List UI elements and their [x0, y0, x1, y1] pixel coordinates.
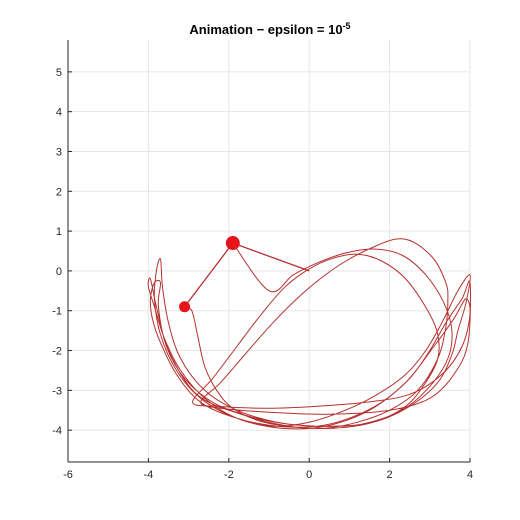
trajectory-trace	[147, 238, 472, 430]
pendulum	[179, 236, 310, 313]
y-tick-label: -1	[52, 306, 62, 318]
x-tick-label: -6	[63, 469, 73, 481]
trace-path	[147, 238, 472, 430]
chart-title-superscript: -5	[343, 21, 351, 31]
x-tick-labels: -6 -4 -2 0 2 4	[63, 469, 473, 481]
grid-lines	[68, 40, 471, 462]
tick-marks	[67, 71, 471, 462]
y-tick-label: 4	[56, 107, 62, 119]
y-tick-label: -2	[52, 346, 62, 358]
y-tick-label: -3	[52, 385, 62, 397]
y-tick-label: 5	[56, 67, 62, 79]
y-tick-label: 1	[56, 226, 62, 238]
x-tick-label: -4	[144, 469, 154, 481]
chart-title: Animation − epsilon = 10-5	[189, 21, 350, 37]
rod-1	[232, 242, 310, 272]
axes-frame	[67, 40, 470, 463]
x-tick-label: 2	[387, 469, 393, 481]
x-tick-label: 4	[467, 469, 473, 481]
mass-2	[179, 301, 191, 313]
y-tick-labels: -4 -3 -2 -1 0 1 2 3 4 5	[52, 67, 62, 437]
mass-1	[225, 236, 240, 251]
x-tick-label: -2	[224, 469, 234, 481]
y-tick-label: 3	[56, 146, 62, 158]
chart-title-main: Animation − epsilon = 10	[189, 22, 342, 37]
x-tick-label: 0	[306, 469, 312, 481]
y-tick-label: 2	[56, 186, 62, 198]
y-tick-label: 0	[56, 266, 62, 278]
rod-2	[184, 242, 234, 308]
y-tick-label: -4	[52, 425, 62, 437]
